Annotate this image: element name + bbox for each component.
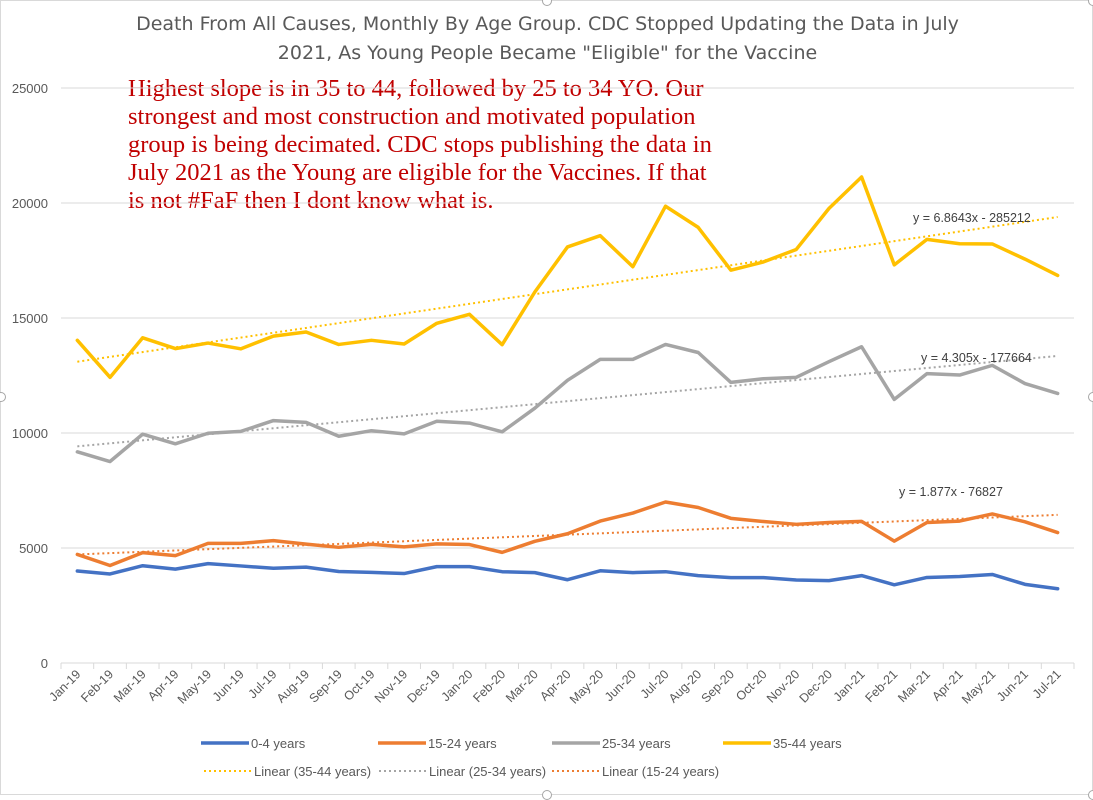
x-tick-label: Nov-20 xyxy=(764,667,802,705)
legend-trend-label: Linear (35-44 years) xyxy=(254,764,371,779)
y-tick-label: 25000 xyxy=(12,81,48,96)
x-tick-label: Dec-19 xyxy=(405,667,443,705)
x-tick-label: Sep-20 xyxy=(699,667,737,705)
trendline-equation: y = 6.8643x - 285212 xyxy=(913,211,1031,225)
x-tick-label: Oct-19 xyxy=(341,667,377,703)
series-line-1 xyxy=(75,500,1060,568)
x-tick-label: Aug-20 xyxy=(666,667,704,705)
series-line-2 xyxy=(75,342,1060,464)
x-tick-label: Sep-19 xyxy=(306,667,344,705)
x-tick-label: Mar-20 xyxy=(503,667,541,705)
series-line-3 xyxy=(75,175,1060,380)
y-tick-label: 5000 xyxy=(19,541,48,556)
trendline-0 xyxy=(77,216,1058,363)
legend-trend-label: Linear (25-34 years) xyxy=(429,764,546,779)
resize-handle-left[interactable] xyxy=(0,392,6,402)
chart-title-line-2: 2021, As Young People Became "Eligible" … xyxy=(277,42,818,64)
x-tick-label: Jun-20 xyxy=(602,667,639,704)
y-tick-label: 20000 xyxy=(12,196,48,211)
x-tick-label: Nov-19 xyxy=(372,667,410,705)
resize-handle-bottom[interactable] xyxy=(542,790,552,800)
x-tick-label: Jan-20 xyxy=(439,667,476,704)
legend-label: 35-44 years xyxy=(773,736,842,751)
resize-handle-right[interactable] xyxy=(1088,392,1093,402)
legend-trend-label: Linear (15-24 years) xyxy=(602,764,719,779)
x-tick-label: Mar-19 xyxy=(111,667,149,705)
x-tick-label: May-21 xyxy=(959,667,998,706)
y-tick-label: 15000 xyxy=(12,311,48,326)
x-tick-label: Jun-19 xyxy=(210,667,247,704)
resize-handle-top-right[interactable] xyxy=(1088,0,1093,6)
legend-label: 15-24 years xyxy=(428,736,497,751)
trendline-equation: y = 4.305x - 177664 xyxy=(921,351,1032,365)
y-tick-label: 10000 xyxy=(12,426,48,441)
x-tick-label: Aug-19 xyxy=(274,667,312,705)
x-tick-label: Oct-20 xyxy=(733,667,769,703)
x-tick-label: Feb-19 xyxy=(78,667,116,705)
x-tick-label: Dec-20 xyxy=(797,667,835,705)
legend-label: 25-34 years xyxy=(602,736,671,751)
x-tick-label: Jan-19 xyxy=(47,667,84,704)
x-tick-label: Jun-21 xyxy=(994,667,1031,704)
x-tick-label: May-20 xyxy=(567,667,606,706)
x-tick-label: Feb-20 xyxy=(470,667,508,705)
trendline-equation: y = 1.877x - 76827 xyxy=(899,485,1003,499)
x-tick-label: May-19 xyxy=(175,667,214,706)
resize-handle-bottom-right[interactable] xyxy=(1088,790,1093,800)
x-tick-label: Jan-21 xyxy=(831,667,868,704)
series-line-0 xyxy=(75,561,1060,591)
x-tick-label: Feb-21 xyxy=(862,667,900,705)
trendline-1 xyxy=(77,354,1058,448)
chart-title-line-1: Death From All Causes, Monthly By Age Gr… xyxy=(136,13,959,35)
x-tick-label: Mar-21 xyxy=(895,667,933,705)
y-tick-label: 0 xyxy=(41,656,48,671)
resize-handle-top[interactable] xyxy=(542,0,552,6)
x-tick-label: Jul-21 xyxy=(1030,667,1064,701)
legend-label: 0-4 years xyxy=(251,736,306,751)
